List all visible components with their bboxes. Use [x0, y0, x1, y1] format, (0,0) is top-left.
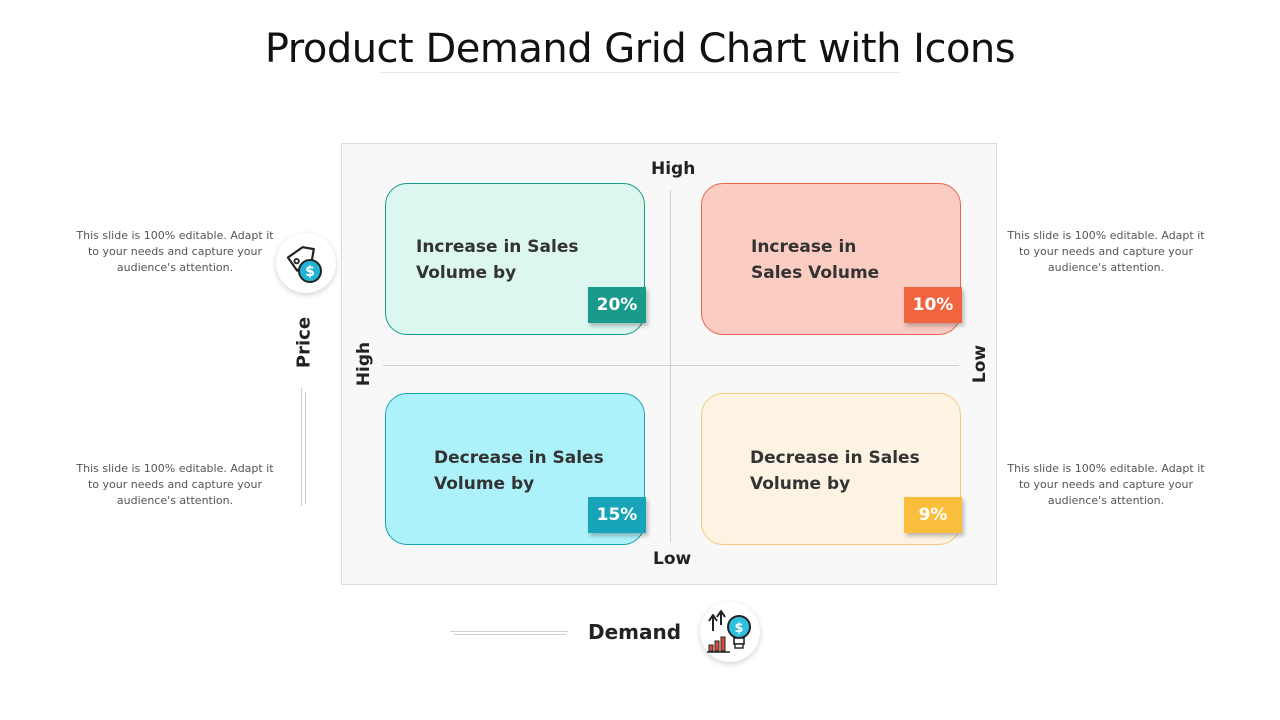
- price-axis-line-2: [305, 392, 306, 504]
- quadrant-label-line2: Volume by: [416, 263, 517, 283]
- side-text-top-right: This slide is 100% editable. Adapt it to…: [1007, 229, 1205, 274]
- percentage-badge: 9%: [904, 497, 962, 533]
- svg-text:$: $: [734, 621, 743, 636]
- side-text-bottom-left: This slide is 100% editable. Adapt it to…: [76, 462, 274, 507]
- quadrant-label-line1: Increase in Sales: [416, 237, 579, 257]
- demand-bulb-growth-icon: $: [707, 610, 751, 653]
- price-axis-line: [301, 388, 302, 506]
- page-title: Product Demand Grid Chart with Icons: [264, 26, 1016, 72]
- y-axis-label: Price: [293, 316, 315, 369]
- side-text-top-left: This slide is 100% editable. Adapt it to…: [76, 229, 274, 274]
- percentage-badge: 10%: [904, 287, 962, 323]
- demand-icon-circle: $: [700, 602, 760, 662]
- demand-axis-line: [450, 631, 568, 632]
- demand-axis-line-2: [454, 634, 566, 635]
- right-edge-label: Low: [970, 344, 990, 384]
- quadrant-label-line2: Volume by: [750, 474, 851, 494]
- quadrant-label-line1: Decrease in Sales: [434, 448, 604, 468]
- top-edge-label: High: [651, 159, 696, 179]
- x-axis-label: Demand: [588, 620, 682, 644]
- quadrant-label: Increase in Sales Volume by: [416, 234, 579, 286]
- quadrant-label: Decrease in Sales Volume by: [434, 445, 604, 497]
- price-tag-dollar-icon: $: [286, 246, 322, 283]
- grid-horizontal-divider: [383, 365, 959, 366]
- svg-text:$: $: [305, 264, 315, 280]
- grid-vertical-divider: [670, 190, 671, 542]
- title-divider: [380, 72, 900, 73]
- bottom-edge-label: Low: [653, 549, 692, 569]
- quadrant-label-line2: Sales Volume: [751, 263, 880, 283]
- quadrant-label: Decrease in Sales Volume by: [750, 445, 920, 497]
- quadrant-label-line1: Decrease in Sales: [750, 448, 920, 468]
- percentage-badge: 15%: [588, 497, 646, 533]
- percentage-badge: 20%: [588, 287, 646, 323]
- quadrant-label-line2: Volume by: [434, 474, 535, 494]
- quadrant-label: Increase in Sales Volume: [751, 234, 879, 286]
- quadrant-label-line1: Increase in: [751, 237, 857, 257]
- side-text-bottom-right: This slide is 100% editable. Adapt it to…: [1007, 462, 1205, 507]
- price-icon-circle: $: [276, 233, 336, 293]
- left-edge-label: High: [354, 341, 374, 387]
